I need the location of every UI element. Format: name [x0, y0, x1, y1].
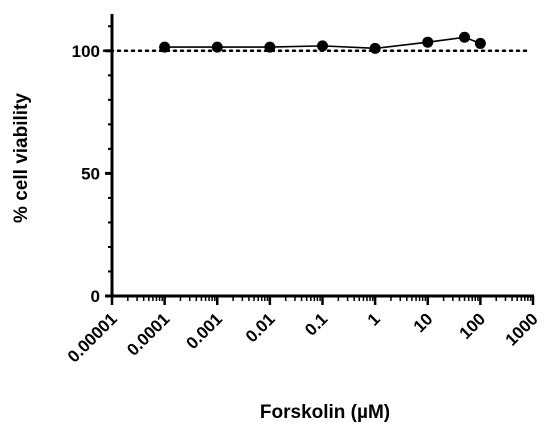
data-point: [459, 31, 471, 43]
y-tick-label: 0: [91, 287, 100, 306]
x-axis-title: Forskolin (µM): [260, 402, 390, 423]
x-tick-label: 0.01: [242, 309, 279, 346]
y-tick-label: 50: [81, 164, 100, 183]
x-tick-label: 0.00001: [64, 309, 121, 366]
series-line: [164, 36, 481, 50]
data-point: [422, 36, 434, 48]
x-tick-label: 100: [456, 309, 489, 342]
x-tick-label: 1: [364, 309, 384, 329]
axes: 0 50 100 0.00001 0.0001 0.001 0.01 0.1 1 10 100 100…: [64, 14, 542, 366]
x-tick-label: 0.001: [183, 309, 227, 353]
x-tick-label: 0.1: [301, 309, 331, 339]
data-point: [317, 40, 328, 52]
series-layer: [159, 31, 486, 54]
data-point: [264, 41, 276, 53]
data-point: [369, 42, 381, 54]
data-point: [159, 41, 171, 53]
data-point: [211, 41, 223, 53]
y-tick-label: 100: [72, 42, 100, 61]
x-tick-label: 10: [410, 309, 437, 336]
x-tick-label: 0.0001: [123, 309, 173, 359]
x-tick-label: 1000: [502, 309, 542, 349]
y-axis-title: % cell viability: [11, 93, 32, 223]
data-point: [474, 37, 486, 49]
